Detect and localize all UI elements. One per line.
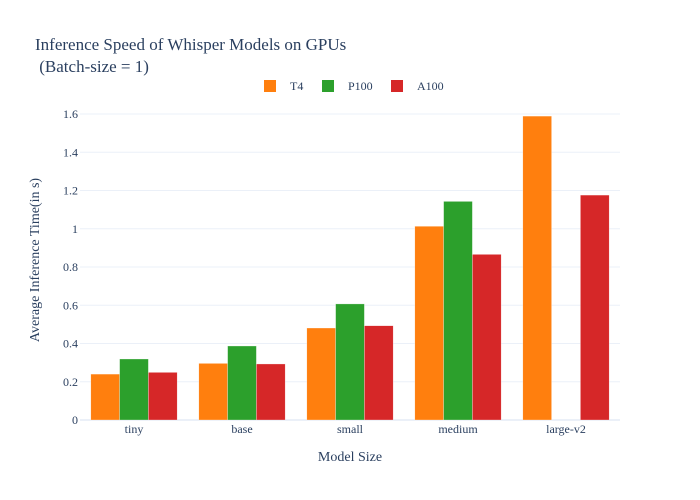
bar-p100-small[interactable] bbox=[335, 303, 365, 421]
x-tick-label: large-v2 bbox=[546, 422, 586, 436]
legend-item-t4[interactable]: T4 bbox=[264, 79, 303, 93]
legend-swatch bbox=[264, 80, 276, 92]
x-axis-ticks: tiny base small medium large-v2 bbox=[125, 422, 586, 436]
bar-a100-tiny[interactable] bbox=[148, 372, 178, 421]
y-tick-label: 0.2 bbox=[63, 375, 78, 389]
legend-swatch bbox=[391, 80, 403, 92]
y-tick-label: 0 bbox=[72, 413, 78, 427]
y-tick-label: 1.6 bbox=[63, 107, 78, 121]
bar-a100-medium[interactable] bbox=[472, 254, 502, 421]
bar-a100-small[interactable] bbox=[364, 325, 394, 421]
x-axis-title: Model Size bbox=[318, 450, 382, 465]
bar-p100-tiny[interactable] bbox=[119, 358, 149, 421]
legend-item-p100[interactable]: P100 bbox=[322, 79, 373, 93]
bar-a100-large-v2[interactable] bbox=[580, 194, 610, 421]
bar-t4-large-v2[interactable] bbox=[522, 115, 552, 421]
y-tick-label: 0.8 bbox=[63, 260, 78, 274]
x-tick-label: base bbox=[231, 422, 252, 436]
bar-p100-medium[interactable] bbox=[443, 201, 473, 421]
y-tick-label: 1 bbox=[72, 222, 78, 236]
bar-t4-medium[interactable] bbox=[414, 226, 444, 421]
bars bbox=[90, 115, 610, 421]
chart-title-line1: Inference Speed of Whisper Models on GPU… bbox=[35, 35, 346, 54]
legend-swatch bbox=[322, 80, 334, 92]
chart-title-line2: (Batch-size = 1) bbox=[35, 57, 149, 76]
x-tick-label: tiny bbox=[125, 422, 144, 436]
legend-label: P100 bbox=[348, 79, 373, 93]
y-tick-label: 0.4 bbox=[63, 337, 78, 351]
y-tick-label: 0.6 bbox=[63, 298, 78, 312]
legend-item-a100[interactable]: A100 bbox=[391, 79, 444, 93]
x-tick-label: small bbox=[337, 422, 364, 436]
y-axis-ticks: 0 0.2 0.4 0.6 0.8 1 1.2 1.4 1.6 bbox=[63, 107, 78, 427]
x-tick-label: medium bbox=[438, 422, 478, 436]
bar-t4-small[interactable] bbox=[306, 327, 336, 421]
bar-a100-base[interactable] bbox=[256, 363, 286, 421]
bar-t4-tiny[interactable] bbox=[90, 373, 120, 421]
y-axis-title: Average Inference Time(in s) bbox=[28, 178, 43, 343]
legend-label: T4 bbox=[290, 79, 303, 93]
bar-t4-base[interactable] bbox=[198, 363, 228, 421]
bar-p100-base[interactable] bbox=[227, 345, 257, 421]
y-tick-label: 1.4 bbox=[63, 145, 78, 159]
legend-label: A100 bbox=[417, 79, 444, 93]
legend: T4 P100 A100 bbox=[264, 79, 444, 93]
y-tick-label: 1.2 bbox=[63, 184, 78, 198]
